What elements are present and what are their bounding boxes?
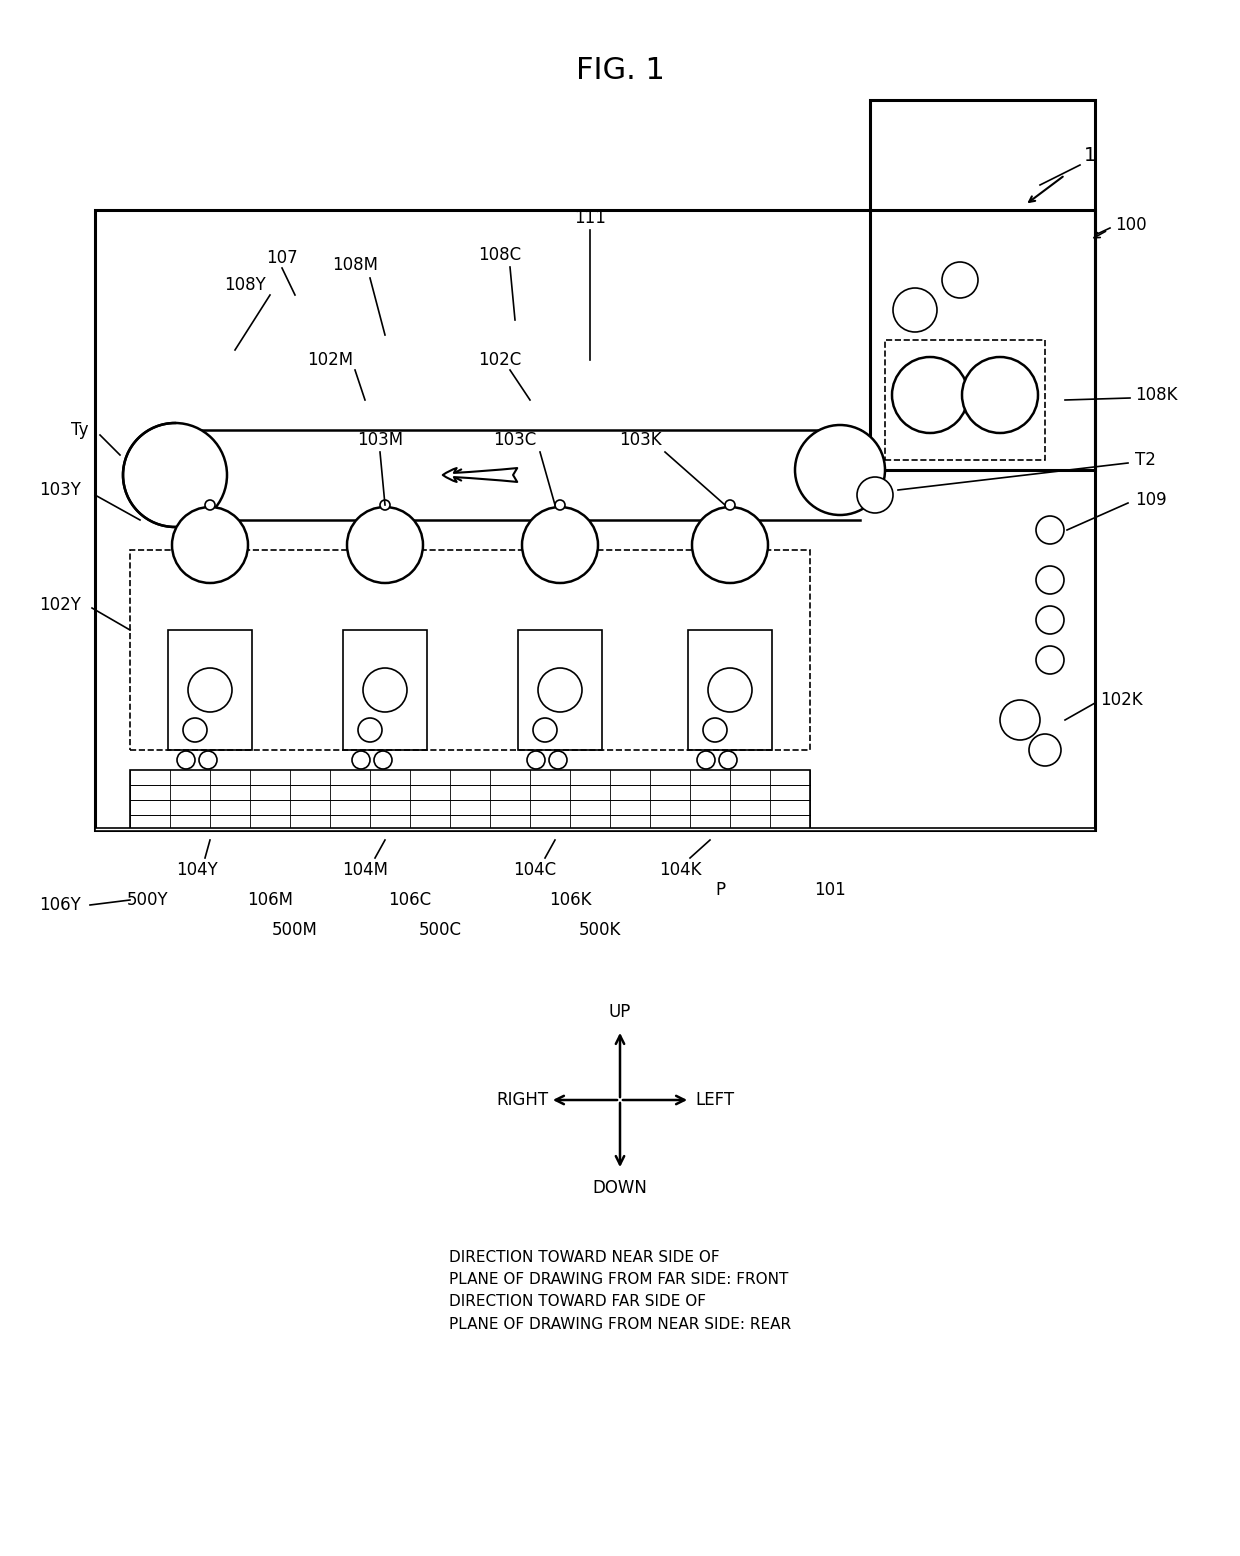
Bar	[95, 210, 1095, 829]
Text: 1: 1	[1084, 146, 1096, 165]
Text: 108M: 108M	[332, 257, 378, 274]
Text: 104C: 104C	[513, 860, 557, 879]
Text: 500Y: 500Y	[128, 892, 169, 909]
Text: 102K: 102K	[1100, 691, 1142, 710]
Text: 106Y: 106Y	[40, 896, 81, 913]
Bar	[167, 630, 252, 750]
Text: 108K: 108K	[1135, 386, 1178, 405]
Circle shape	[892, 356, 968, 433]
Text: 103Y: 103Y	[40, 481, 81, 499]
Circle shape	[703, 717, 727, 742]
Circle shape	[184, 717, 207, 742]
Text: LEFT: LEFT	[696, 1091, 734, 1109]
Circle shape	[533, 717, 557, 742]
Text: 107: 107	[267, 249, 298, 268]
Text: 103M: 103M	[357, 431, 403, 450]
Circle shape	[123, 423, 227, 527]
Text: 104Y: 104Y	[176, 860, 218, 879]
Circle shape	[962, 356, 1038, 433]
Text: 106K: 106K	[549, 892, 591, 909]
Text: 103C: 103C	[494, 431, 537, 450]
Bar	[870, 100, 1095, 470]
Text: 102M: 102M	[308, 352, 353, 369]
Circle shape	[379, 499, 391, 510]
Text: 500K: 500K	[579, 921, 621, 938]
Circle shape	[347, 507, 423, 584]
Bar	[885, 341, 1045, 461]
Circle shape	[708, 668, 751, 713]
Bar	[518, 630, 601, 750]
Text: DIRECTION TOWARD NEAR SIDE OF
PLANE OF DRAWING FROM FAR SIDE: FRONT
DIRECTION TO: DIRECTION TOWARD NEAR SIDE OF PLANE OF D…	[449, 1249, 791, 1332]
Circle shape	[999, 700, 1040, 741]
Circle shape	[795, 425, 885, 515]
Bar	[130, 770, 810, 829]
Circle shape	[358, 717, 382, 742]
Text: 108Y: 108Y	[224, 275, 265, 294]
Text: T2: T2	[1135, 451, 1156, 468]
Circle shape	[725, 499, 735, 510]
Text: 100: 100	[1115, 216, 1147, 233]
Circle shape	[522, 507, 598, 584]
Text: 500C: 500C	[419, 921, 461, 938]
Bar	[95, 828, 1095, 831]
Text: 108C: 108C	[479, 246, 522, 265]
Text: 103K: 103K	[619, 431, 661, 450]
Text: P: P	[715, 881, 725, 899]
Text: 101: 101	[815, 881, 846, 899]
Text: RIGHT: RIGHT	[496, 1091, 548, 1109]
Circle shape	[172, 507, 248, 584]
Circle shape	[942, 261, 978, 299]
Bar	[343, 630, 427, 750]
Circle shape	[188, 668, 232, 713]
Bar	[130, 549, 810, 750]
Circle shape	[857, 478, 893, 513]
Circle shape	[1035, 566, 1064, 594]
Circle shape	[1035, 605, 1064, 633]
Text: 104K: 104K	[658, 860, 702, 879]
Circle shape	[1029, 734, 1061, 766]
Text: 111: 111	[574, 209, 606, 227]
Text: 106C: 106C	[388, 892, 432, 909]
Text: DOWN: DOWN	[593, 1179, 647, 1197]
Bar	[688, 630, 773, 750]
Circle shape	[538, 668, 582, 713]
Text: 109: 109	[1135, 492, 1167, 509]
Circle shape	[1035, 646, 1064, 674]
Text: 102Y: 102Y	[40, 596, 81, 615]
Text: 102C: 102C	[479, 352, 522, 369]
Text: UP: UP	[609, 1004, 631, 1021]
Circle shape	[692, 507, 768, 584]
Text: Ty: Ty	[71, 422, 89, 439]
Circle shape	[556, 499, 565, 510]
Text: 106M: 106M	[247, 892, 293, 909]
Text: FIG. 1: FIG. 1	[575, 56, 665, 84]
Text: 500M: 500M	[272, 921, 317, 938]
Circle shape	[1035, 517, 1064, 545]
Circle shape	[363, 668, 407, 713]
Circle shape	[893, 288, 937, 331]
Circle shape	[205, 499, 215, 510]
Text: 104M: 104M	[342, 860, 388, 879]
